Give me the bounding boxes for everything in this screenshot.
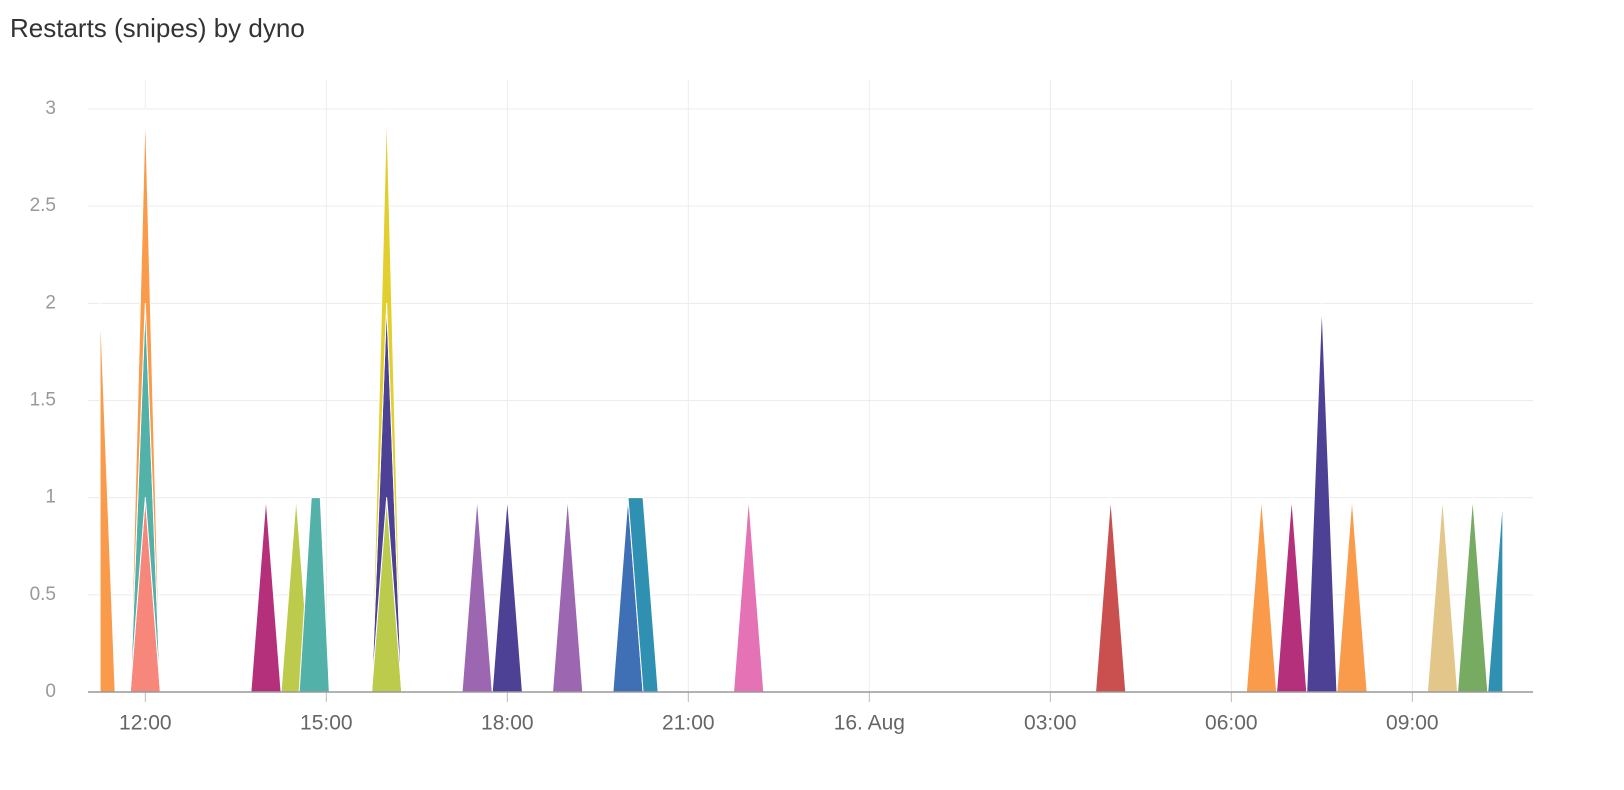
area bbox=[1487, 497, 1504, 692]
x-tick-label: 03:00 bbox=[1024, 712, 1077, 735]
area bbox=[491, 497, 523, 692]
area bbox=[99, 302, 116, 692]
area bbox=[552, 497, 584, 692]
x-tick-label: 18:00 bbox=[481, 712, 534, 735]
y-tick-label: 0 bbox=[45, 681, 56, 702]
area bbox=[1245, 497, 1278, 692]
area bbox=[627, 497, 659, 692]
areas bbox=[99, 108, 1504, 692]
area bbox=[733, 497, 765, 692]
x-tick-label: 12:00 bbox=[119, 712, 172, 735]
area bbox=[612, 497, 644, 692]
x-tick-label: 16. Aug bbox=[834, 712, 905, 735]
x-tick-label: 21:00 bbox=[662, 712, 715, 735]
area bbox=[1457, 497, 1489, 692]
y-tick-label: 0.5 bbox=[30, 584, 56, 605]
area bbox=[1276, 497, 1308, 692]
grid bbox=[88, 80, 1533, 693]
y-tick-label: 1.5 bbox=[30, 390, 56, 411]
x-tick-label: 09:00 bbox=[1386, 712, 1439, 735]
y-tick-label: 1 bbox=[45, 487, 56, 508]
chart-title: Restarts (snipes) by dyno bbox=[10, 13, 305, 43]
area bbox=[1426, 497, 1459, 692]
y-tick-label: 3 bbox=[45, 98, 56, 119]
area bbox=[129, 108, 161, 692]
y-tick-label: 2.5 bbox=[30, 195, 56, 216]
x-tick-label: 15:00 bbox=[300, 712, 353, 735]
axes: 0 0.5 1 1.5 2 2.5 3 12:00 15:00 18:00 21:00 16. Aug… bbox=[30, 98, 1533, 735]
x-tick-label: 06:00 bbox=[1205, 712, 1258, 735]
area bbox=[1095, 497, 1127, 692]
y-tick-label: 2 bbox=[45, 292, 56, 313]
area bbox=[1336, 497, 1368, 692]
area bbox=[461, 497, 493, 692]
area bbox=[1306, 302, 1338, 692]
area bbox=[298, 497, 330, 692]
area bbox=[371, 108, 403, 692]
area bbox=[250, 497, 282, 692]
